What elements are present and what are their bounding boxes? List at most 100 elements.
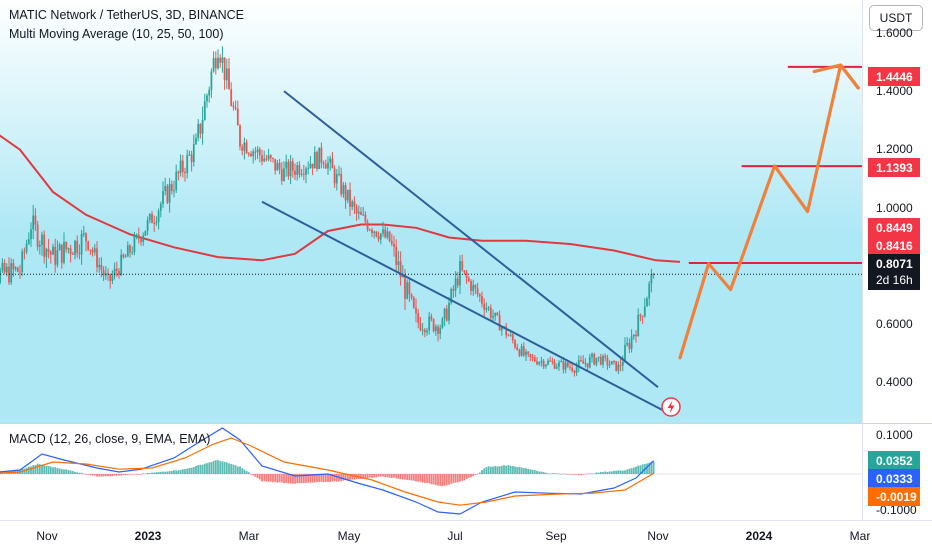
candle-body	[261, 155, 263, 162]
y-tick-label: 1.6000	[876, 26, 913, 40]
macd-histogram-bar	[168, 471, 171, 474]
candle-body	[118, 271, 120, 275]
candle-body	[542, 360, 545, 367]
candle-body	[93, 248, 96, 253]
candle-body	[566, 362, 569, 367]
candle-body	[30, 229, 32, 240]
candle-body	[553, 361, 556, 369]
candle-body	[549, 360, 552, 362]
candle-body	[344, 185, 347, 201]
macd-histogram-bar	[467, 474, 470, 478]
x-tick-label: May	[337, 529, 361, 543]
candle-body	[492, 316, 494, 318]
macd-histogram-bar	[470, 474, 472, 478]
macd-histogram-bar	[124, 474, 127, 476]
candle-body	[1, 262, 4, 271]
macd-histogram-bar	[465, 474, 468, 480]
y-tick-label: 0.6000	[876, 317, 913, 331]
macd-histogram-bar	[287, 474, 290, 484]
macd-histogram-bar	[133, 474, 136, 475]
macd-histogram-bar	[520, 467, 523, 474]
x-tick-label: Mar	[238, 529, 260, 543]
candle-body	[89, 249, 92, 251]
macd-histogram-bar	[324, 474, 327, 482]
macd-histogram-bar	[93, 474, 96, 476]
candle-body	[87, 241, 90, 250]
candle-body	[283, 168, 285, 181]
candle-body	[351, 201, 354, 207]
macd-indicator-label[interactable]: MACD (12, 26, close, 9, EMA, EMA)	[9, 432, 211, 446]
candle-body	[390, 241, 393, 244]
candle-body	[646, 298, 648, 307]
candle-body	[428, 316, 431, 331]
candle-body	[509, 334, 512, 336]
macd-histogram-bar	[27, 466, 30, 474]
macd-line-badge: 0.0333	[868, 469, 920, 488]
macd-histogram-bar	[511, 466, 514, 474]
candle-body	[375, 231, 378, 237]
macd-histogram-bar	[624, 470, 626, 474]
macd-histogram-bar	[441, 474, 444, 487]
macd-histogram-bar	[210, 462, 213, 474]
candle-body	[60, 244, 63, 263]
macd-histogram-bar	[30, 466, 32, 474]
x-tick-label: Mar	[849, 529, 871, 543]
candle-body	[256, 149, 259, 153]
macd-histogram-bar	[454, 474, 457, 483]
candle-body	[234, 107, 237, 109]
macd-histogram-bar	[102, 474, 105, 477]
candle-body	[267, 155, 270, 160]
macd-histogram-bar	[604, 471, 607, 474]
macd-histogram-bar	[74, 471, 76, 474]
candle-body	[404, 276, 406, 299]
candle-body	[415, 307, 417, 314]
x-tick-label: Nov	[647, 529, 669, 543]
currency-button[interactable]: USDT	[869, 5, 923, 31]
target-price-badge: 1.4446	[868, 67, 920, 86]
macd-histogram-bar	[514, 466, 516, 474]
macd-histogram-bar	[538, 471, 541, 474]
macd-histogram-bar	[593, 473, 596, 475]
macd-histogram-bar	[85, 474, 87, 475]
macd-histogram-bar	[261, 474, 263, 482]
macd-histogram-bar	[269, 474, 272, 482]
macd-histogram-bar	[272, 474, 274, 483]
macd-histogram-bar	[531, 469, 534, 474]
macd-histogram-bar	[641, 464, 644, 474]
candle-body	[342, 185, 345, 195]
candle-body	[371, 229, 373, 233]
ma-price-badge: 0.8449	[868, 218, 920, 237]
macd-histogram-bar	[566, 474, 569, 475]
candle-body	[397, 261, 400, 265]
macd-histogram-bar	[375, 474, 378, 478]
macd-histogram-bar	[555, 473, 558, 475]
candle-body	[558, 362, 560, 367]
macd-histogram-bar	[247, 472, 250, 474]
candle-body	[463, 270, 466, 273]
macd-histogram-bar	[217, 460, 219, 474]
indicator-label[interactable]: Multi Moving Average (10, 25, 50, 100)	[9, 27, 224, 41]
candle-body	[540, 360, 543, 363]
candle-body	[49, 251, 52, 255]
macd-histogram-bar	[254, 474, 257, 477]
candle-body	[635, 334, 637, 337]
macd-histogram-bar	[377, 474, 380, 477]
candle-body	[12, 263, 15, 270]
candle-body	[25, 243, 28, 252]
macd-histogram-bar	[276, 474, 279, 483]
candle-body	[135, 234, 138, 237]
macd-histogram-bar	[107, 474, 109, 477]
candle-body	[111, 275, 114, 281]
macd-histogram-bar	[120, 474, 123, 476]
candle-body	[291, 161, 294, 171]
candle-body	[91, 250, 94, 253]
macd-histogram-bar	[285, 474, 288, 483]
macd-histogram-bar	[206, 463, 208, 474]
macd-histogram-bar	[331, 474, 334, 482]
macd-histogram-bar	[153, 472, 156, 474]
candle-body	[619, 364, 622, 366]
candle-body	[613, 361, 615, 363]
pending-event-icon[interactable]	[661, 397, 681, 417]
candle-body	[487, 307, 490, 309]
